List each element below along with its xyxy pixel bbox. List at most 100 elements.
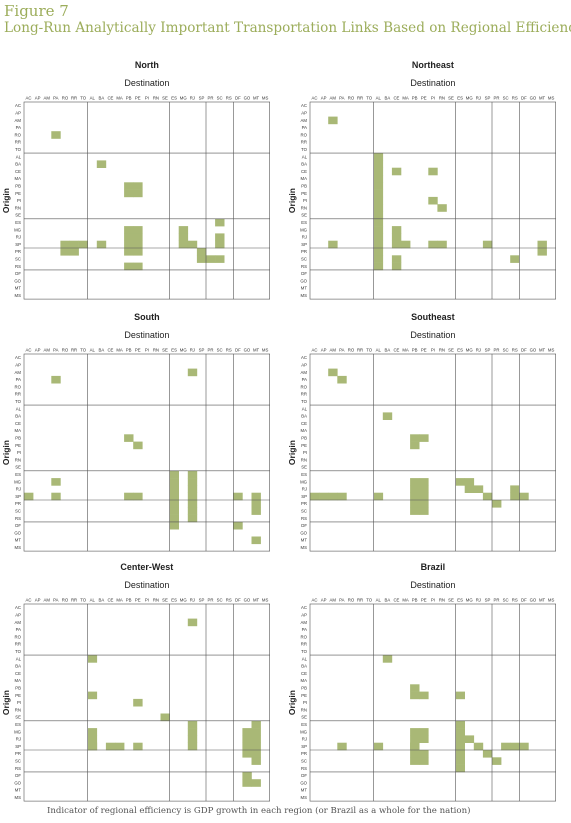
column-label-mg: MG: [180, 348, 188, 353]
row-label-pr: PR: [15, 751, 21, 756]
row-label-to: TO: [301, 649, 308, 654]
column-label-pa: PA: [339, 598, 345, 603]
row-label-pr: PR: [301, 751, 307, 756]
row-label-al: AL: [302, 154, 308, 159]
row-label-pr: PR: [15, 249, 21, 254]
link-cell-rj-to-es: [169, 485, 179, 493]
column-label-mt: MT: [539, 598, 546, 603]
column-label-ac: AC: [312, 598, 318, 603]
column-label-am: AM: [44, 598, 51, 603]
link-cell-pb-to-pe: [419, 434, 429, 442]
column-label-ms: MS: [262, 96, 269, 101]
column-label-pe: PE: [421, 96, 427, 101]
link-cell-sp-to-ac: [310, 492, 320, 501]
column-label-pa: PA: [53, 598, 59, 603]
link-cell-mg-to-ce: [391, 226, 402, 234]
column-label-rn: RN: [153, 348, 159, 353]
row-label-rs: RS: [15, 264, 21, 269]
column-label-rn: RN: [153, 96, 159, 101]
heatmap-panel-northeast: NortheastDestinationOriginACACAPAPAMAMPA…: [287, 60, 556, 300]
panel-title-northeast: Northeast: [412, 60, 454, 70]
link-cell-sp-to-df: [519, 742, 529, 751]
link-cell-pr-to-pb: [410, 750, 420, 758]
row-label-ce: CE: [15, 671, 21, 676]
link-cell-pe-to-pb: [410, 441, 420, 450]
row-label-sp: SP: [301, 242, 307, 247]
column-label-to: TO: [80, 96, 87, 101]
link-cell-pb-to-pb: [410, 684, 420, 692]
row-label-mg: MG: [300, 227, 308, 232]
row-label-ms: MS: [15, 795, 22, 800]
heatmap-panel-center-west: Center-WestDestinationOriginACACAPAPAMAM…: [1, 562, 270, 802]
row-label-pa: PA: [16, 377, 22, 382]
link-cell-sp-to-es: [169, 492, 179, 501]
row-label-go: GO: [14, 278, 21, 283]
heatmap-panel-brazil: BrazilDestinationOriginACACAPAPAMAMPAPAR…: [287, 562, 556, 802]
column-label-se: SE: [162, 598, 168, 603]
row-label-se: SE: [15, 465, 21, 470]
column-label-ac: AC: [26, 96, 32, 101]
row-label-ro: RO: [15, 384, 22, 389]
link-cell-sp-to-pb: [124, 492, 134, 501]
link-cell-pe-to-pb: [124, 189, 134, 198]
link-cell-sp-to-pb: [410, 742, 420, 751]
column-label-es: ES: [457, 598, 463, 603]
column-label-pb: PB: [126, 598, 132, 603]
column-label-mt: MT: [253, 348, 260, 353]
link-cell-sp-to-am: [328, 492, 338, 501]
row-label-ap: AP: [301, 612, 307, 617]
row-label-ma: MA: [15, 678, 22, 683]
row-label-rr: RR: [15, 642, 21, 647]
column-label-ce: CE: [393, 348, 399, 353]
column-label-mg: MG: [180, 96, 188, 101]
column-label-ms: MS: [548, 598, 555, 603]
column-label-ms: MS: [262, 348, 269, 353]
column-label-go: GO: [530, 348, 537, 353]
link-cell-pe-to-es: [455, 691, 465, 700]
column-label-ma: MA: [116, 96, 123, 101]
column-label-ma: MA: [402, 96, 409, 101]
column-label-df: DF: [235, 96, 241, 101]
link-cell-pr-to-rr: [69, 248, 79, 256]
column-label-mg: MG: [466, 348, 474, 353]
column-label-ac: AC: [312, 348, 318, 353]
column-label-pr: PR: [208, 96, 214, 101]
link-cell-pr-to-pb: [410, 500, 420, 508]
link-cell-sp-to-am: [328, 240, 338, 249]
column-label-es: ES: [171, 598, 177, 603]
column-label-sp: SP: [199, 348, 205, 353]
link-cell-sp-to-go: [242, 742, 252, 751]
column-label-ro: RO: [62, 96, 69, 101]
row-label-ap: AP: [15, 612, 21, 617]
link-cell-es-to-mt: [251, 720, 261, 729]
column-label-rs: RS: [512, 348, 518, 353]
column-label-rn: RN: [153, 598, 159, 603]
column-label-pi: PI: [145, 96, 149, 101]
link-cell-se-to-al: [373, 211, 384, 220]
row-label-ce: CE: [15, 169, 21, 174]
panel-title-south: South: [134, 312, 160, 322]
row-label-mg: MG: [14, 479, 22, 484]
column-label-mg: MG: [466, 598, 474, 603]
link-cell-rj-to-go: [242, 735, 252, 743]
row-label-pe: PE: [301, 443, 307, 448]
row-label-mg: MG: [300, 729, 308, 734]
column-label-ba: BA: [98, 598, 104, 603]
row-label-ac: AC: [301, 355, 307, 360]
row-label-pi: PI: [303, 198, 307, 203]
row-label-ro: RO: [301, 634, 308, 639]
column-label-pa: PA: [53, 96, 59, 101]
link-cell-rj-to-rj: [187, 735, 198, 743]
row-label-se: SE: [301, 715, 307, 720]
link-cell-ce-to-pi: [428, 167, 438, 176]
column-label-ac: AC: [312, 96, 318, 101]
link-cell-sp-to-pa: [51, 492, 61, 501]
column-label-rj: RJ: [190, 598, 195, 603]
row-label-rs: RS: [301, 766, 307, 771]
row-label-am: AM: [301, 620, 308, 625]
link-cell-sp-to-al: [373, 240, 384, 249]
row-label-mt: MT: [301, 286, 308, 291]
column-label-rj: RJ: [476, 96, 481, 101]
column-label-rj: RJ: [190, 348, 195, 353]
link-cell-es-to-rj: [187, 470, 198, 479]
